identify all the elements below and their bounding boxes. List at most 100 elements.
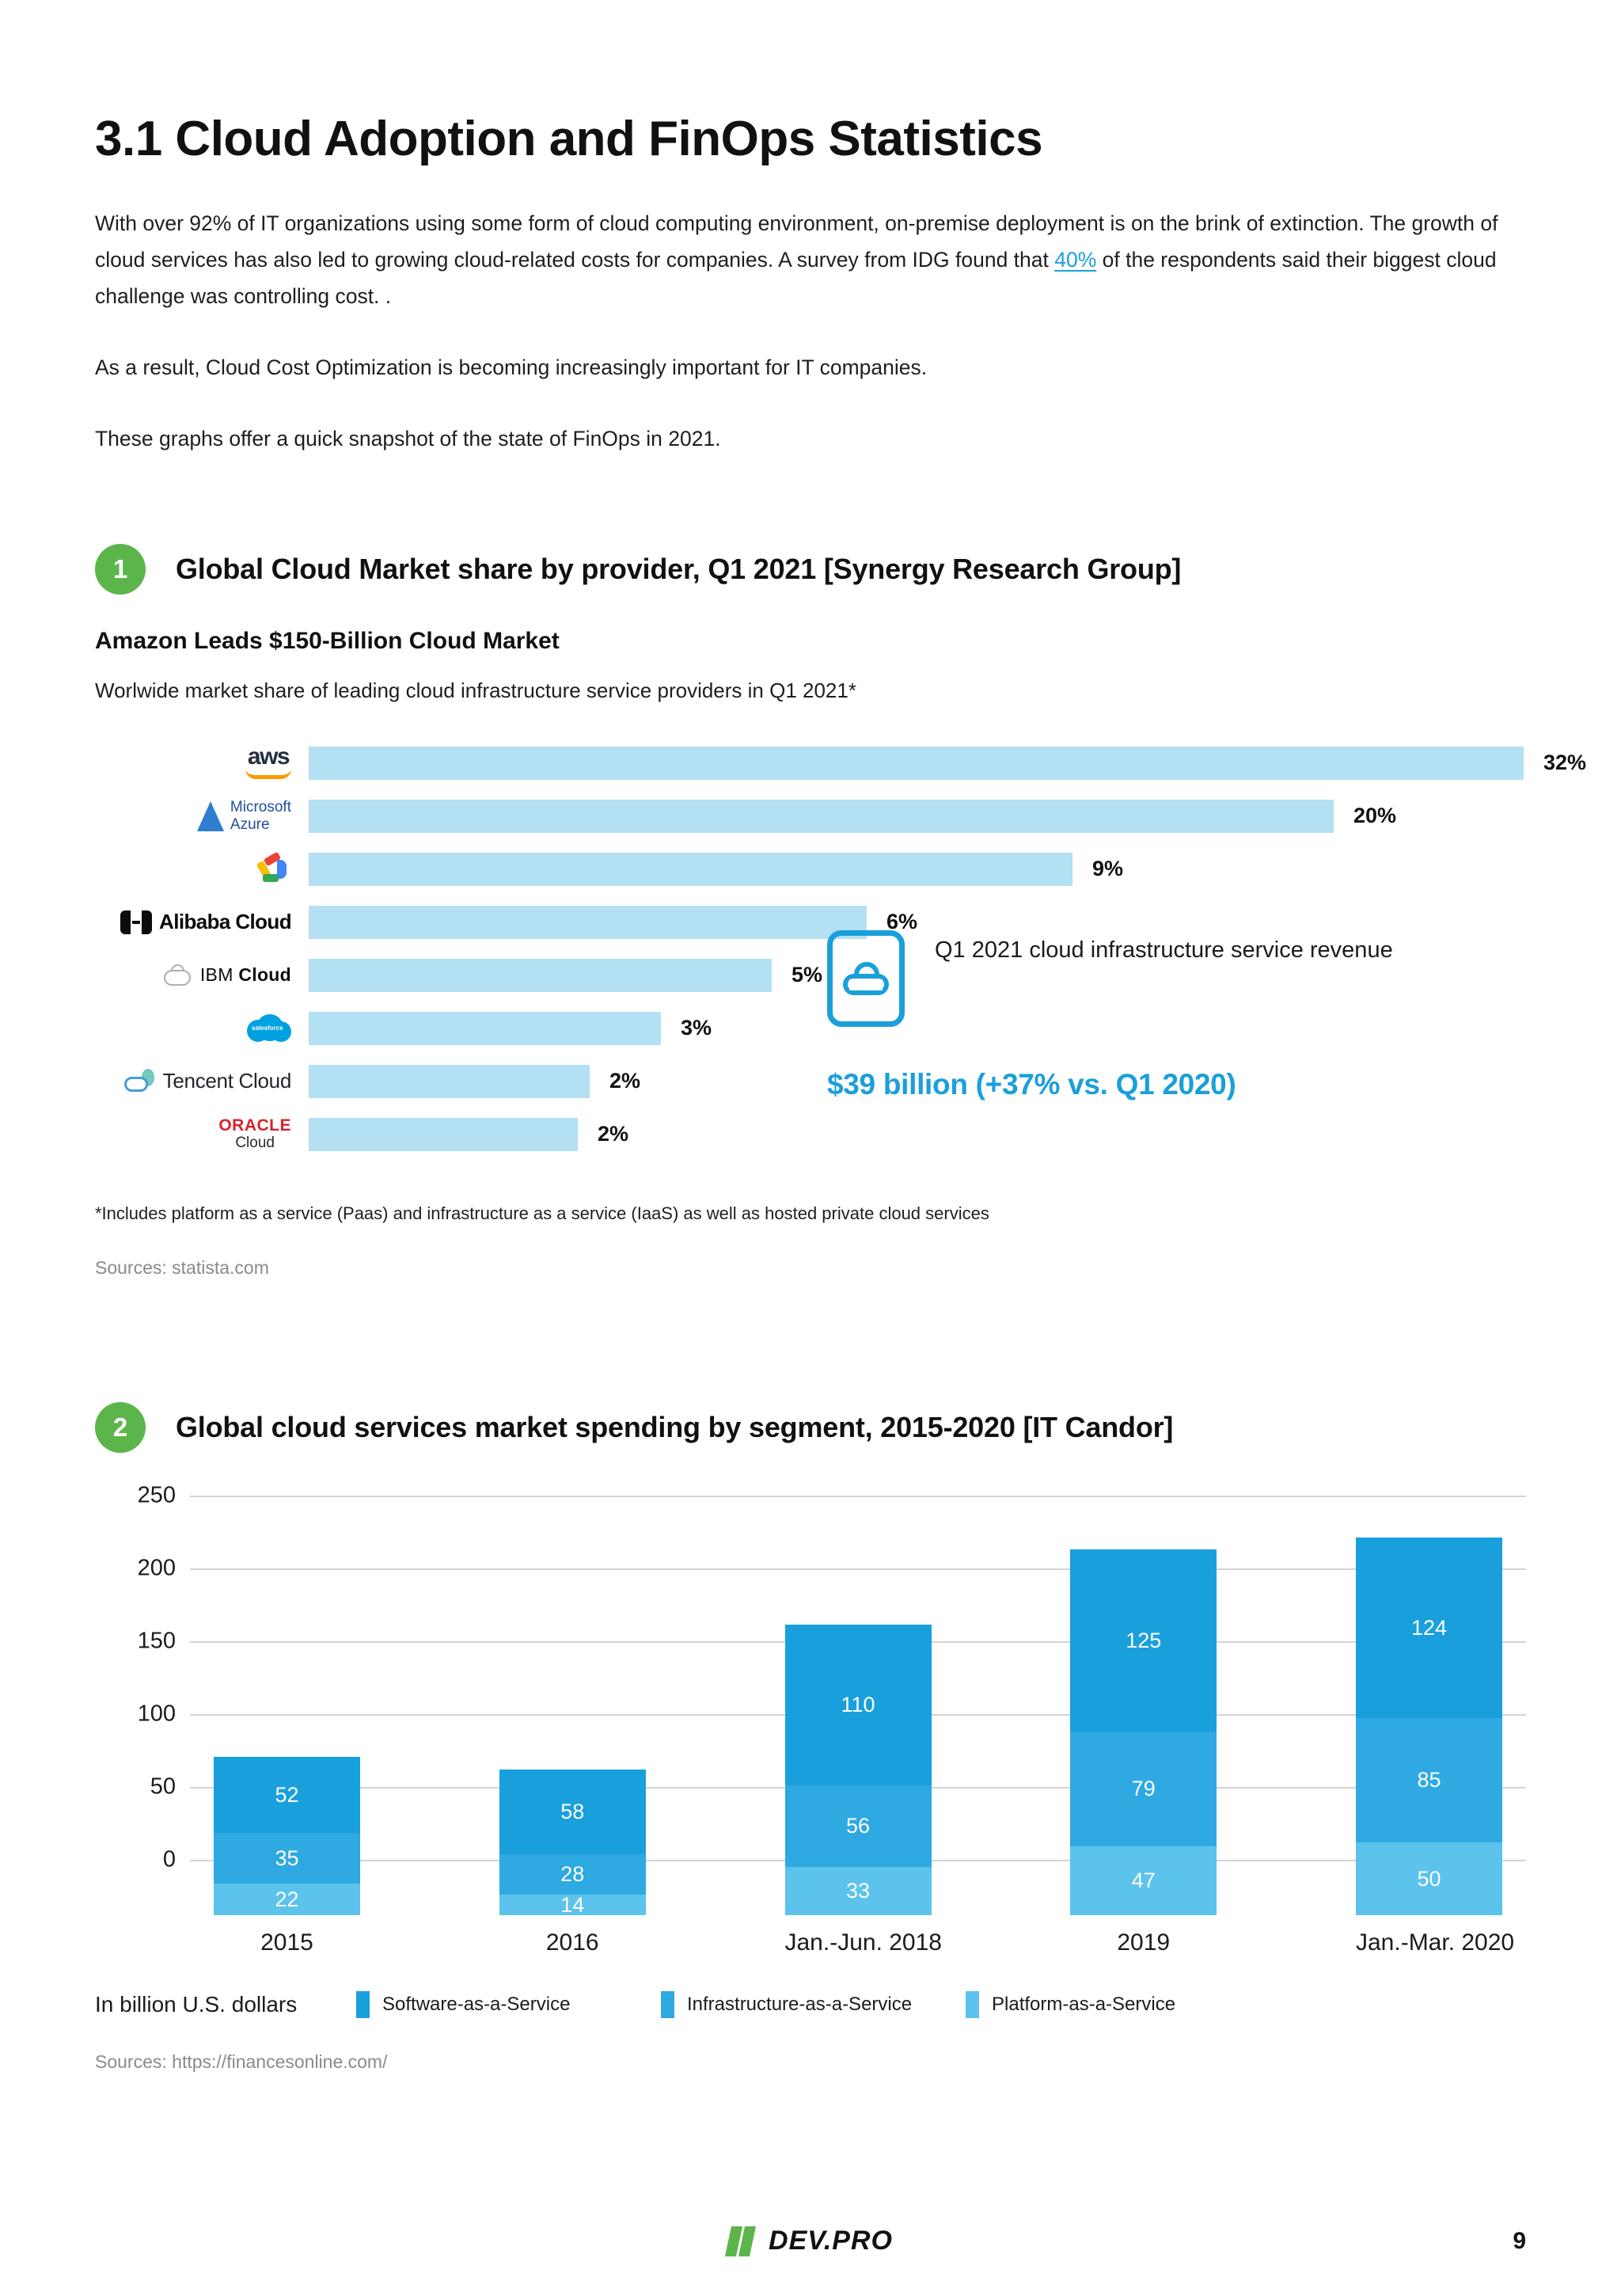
y-tick: 100 <box>137 1701 176 1727</box>
bar-aws <box>309 746 1524 780</box>
chart-row: Tencent Cloud 2% <box>95 1055 1526 1108</box>
chart-row: Microsoft Azure 20% <box>95 789 1526 842</box>
segment-saas: 58 <box>499 1770 646 1854</box>
x-label: Jan.-Jun. 2018 <box>784 1929 942 1956</box>
segment-saas: 125 <box>1070 1549 1217 1732</box>
ibm-cloud-word: Cloud <box>238 964 291 985</box>
idg-survey-link[interactable]: 40% <box>1054 248 1097 272</box>
segment-paas: 33 <box>784 1867 932 1915</box>
segment-iaas: 56 <box>784 1785 932 1867</box>
bar-alibaba-cloud <box>309 905 867 939</box>
bar-column-2019: 125 79 47 <box>1070 1549 1217 1915</box>
callout-description: Q1 2021 cloud infrastructure service rev… <box>935 937 1393 963</box>
salesforce-logo: salesforce <box>95 1002 309 1055</box>
legend-swatch-saas <box>356 1991 370 2018</box>
legend-swatch-iaas <box>661 1991 674 2018</box>
salesforce-cloud-icon: salesforce <box>244 1013 291 1044</box>
bar-google-cloud <box>309 852 1072 886</box>
bar-column-jan-jun-2018: 110 56 33 <box>784 1625 932 1915</box>
callout-figure: $39 billion (+37% vs. Q1 2020) <box>827 1068 1236 1100</box>
segment-paas: 50 <box>1356 1842 1502 1915</box>
azure-wordmark-line2: Azure <box>230 815 270 833</box>
section-2-heading: 2 Global cloud services market spending … <box>95 1402 1526 1453</box>
x-label: Jan.-Mar. 2020 <box>1356 1929 1515 1956</box>
y-tick: 0 <box>162 1846 176 1872</box>
market-share-bar-chart: aws 32% Microsoft Azure <box>95 736 1586 1180</box>
page-title: 3.1 Cloud Adoption and FinOps Statistics <box>95 112 1043 166</box>
segment-paas: 22 <box>214 1884 360 1915</box>
revenue-callout: Q1 2021 cloud infrastructure service rev… <box>827 930 1476 1101</box>
brand-wordmark: DEV.PRO <box>769 2226 893 2256</box>
bar-tencent-cloud <box>309 1064 590 1098</box>
oracle-cloud-word: Cloud <box>235 1134 275 1151</box>
legend-label-paas: Platform-as-a-Service <box>992 1994 1176 2015</box>
legend-label-saas: Software-as-a-Service <box>382 1994 571 2015</box>
alibaba-cloud-logo: Alibaba Cloud <box>95 895 309 948</box>
y-axis: 250 200 150 100 50 0 <box>95 1483 190 1915</box>
intro-block: With over 92% of IT organizations using … <box>95 205 1526 457</box>
intro-paragraph-1: With over 92% of IT organizations using … <box>95 205 1520 314</box>
azure-wordmark-line1: Microsoft <box>230 798 291 815</box>
segment-iaas: 28 <box>499 1854 646 1895</box>
section-1-footnote: *Includes platform as a service (Paas) a… <box>95 1203 989 1223</box>
aws-logo: aws <box>95 736 309 789</box>
section-1-sources: Sources: statista.com <box>95 1257 269 1278</box>
segment-paas: 14 <box>499 1893 646 1917</box>
bar-value-salesforce: 3% <box>681 1016 712 1040</box>
y-tick: 250 <box>137 1482 176 1508</box>
cloud-spending-stacked-bar-chart: 250 200 150 100 50 0 52 35 22 <box>95 1483 1526 1917</box>
segment-iaas: 79 <box>1070 1732 1217 1846</box>
chart-row: aws 32% <box>95 736 1586 789</box>
segment-saas: 110 <box>784 1625 932 1785</box>
google-cloud-logo <box>95 842 309 895</box>
x-label: 2016 <box>545 1929 599 1956</box>
chart-row: IBM Cloud 5% <box>95 948 1526 1002</box>
bar-value-tencent-cloud: 2% <box>609 1069 641 1093</box>
alibaba-bracket-icon <box>120 910 153 934</box>
plot-area: 52 35 22 58 28 14 110 56 33 1 <box>190 1496 1526 1917</box>
aws-wordmark: aws <box>247 743 290 770</box>
bar-oracle-cloud <box>309 1117 578 1151</box>
tencent-wordmark: Tencent Cloud <box>162 1069 292 1093</box>
tencent-cloud-icon <box>123 1068 156 1094</box>
bar-value-ibm-cloud: 5% <box>792 963 823 986</box>
oracle-cloud-logo: ORACLE Cloud <box>95 1108 309 1161</box>
bar-column-2016: 58 28 14 <box>499 1770 646 1917</box>
segment-iaas: 35 <box>214 1833 360 1884</box>
unit-label: In billion U.S. dollars <box>95 1992 298 2017</box>
alibaba-wordmark: Alibaba Cloud <box>159 910 292 933</box>
tencent-cloud-logo: Tencent Cloud <box>95 1055 309 1108</box>
y-tick: 150 <box>137 1628 176 1654</box>
legend-label-iaas: Infrastructure-as-a-Service <box>687 1994 913 2015</box>
bar-microsoft-azure <box>309 799 1334 833</box>
bar-column-2015: 52 35 22 <box>214 1757 360 1915</box>
section-2-badge: 2 <box>95 1402 146 1453</box>
azure-triangle-icon <box>196 800 224 831</box>
legend-item-paas: Platform-as-a-Service <box>966 1991 1270 2018</box>
bar-value-microsoft-azure: 20% <box>1353 804 1397 827</box>
oracle-wordmark: ORACLE <box>218 1116 291 1135</box>
ibm-cloud-icon <box>162 964 194 987</box>
chart-row: ORACLE Cloud 2% <box>95 1108 1526 1161</box>
y-tick: 200 <box>137 1555 176 1581</box>
devpro-logo: DEV.PRO <box>724 2226 893 2256</box>
segment-paas: 47 <box>1070 1846 1217 1915</box>
section-1-badge: 1 <box>95 544 146 595</box>
legend-item-iaas: Infrastructure-as-a-Service <box>661 1991 966 2018</box>
section-1-subtitle: Amazon Leads $150-Billion Cloud Market <box>95 628 560 654</box>
bar-value-aws: 32% <box>1543 751 1587 774</box>
section-1-heading: 1 Global Cloud Market share by provider,… <box>95 544 1526 595</box>
aws-smile-icon <box>245 769 291 779</box>
bar-value-google-cloud: 9% <box>1092 857 1124 880</box>
section-2-sources: Sources: https://financesonline.com/ <box>95 2051 388 2072</box>
chart-row: Alibaba Cloud 6% <box>95 895 1526 948</box>
google-cloud-icon <box>256 851 291 885</box>
x-label: 2019 <box>1117 1929 1171 1956</box>
segment-saas: 124 <box>1356 1538 1502 1718</box>
grid-line <box>190 1568 1526 1570</box>
intro-paragraph-3: These graphs offer a quick snapshot of t… <box>95 427 721 450</box>
intro-paragraph-2: As a result, Cloud Cost Optimization is … <box>95 355 928 379</box>
ibm-wordmark: IBM <box>199 964 239 985</box>
intro-text-after-link: of the respondents said their biggest cl… <box>95 248 1497 308</box>
